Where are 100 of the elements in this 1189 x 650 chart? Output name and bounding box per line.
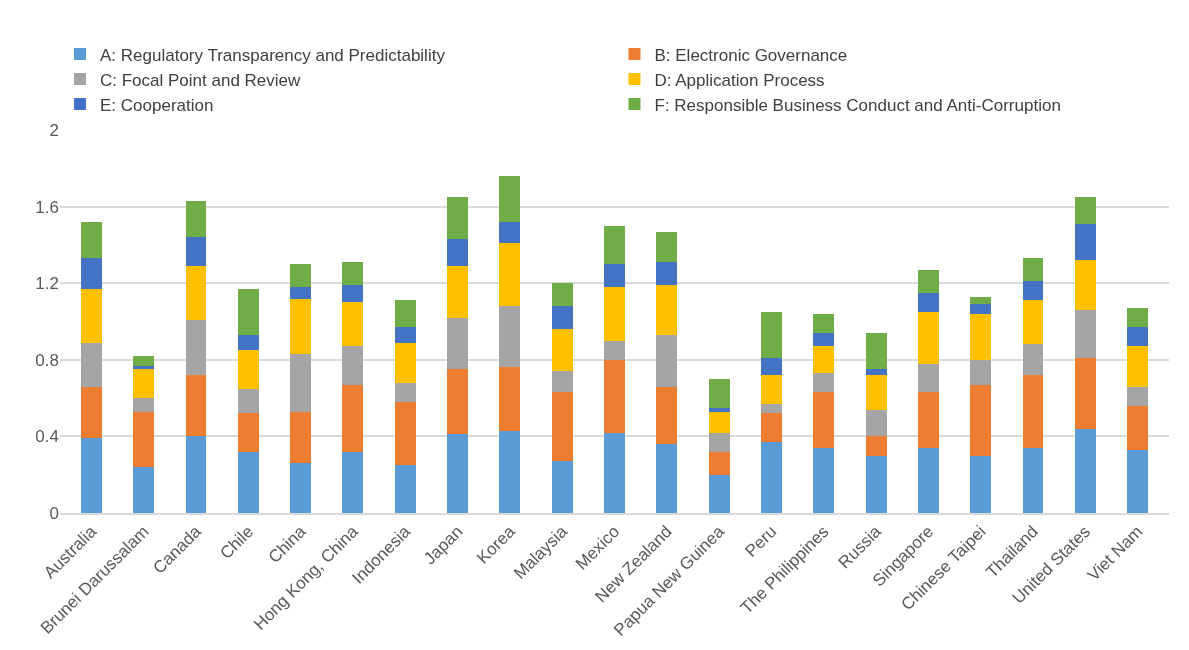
bar	[80, 221, 102, 259]
bar	[708, 407, 730, 412]
bar	[551, 283, 573, 307]
bar	[865, 369, 887, 376]
y-tick-label: 1.2	[35, 274, 59, 294]
bar	[1074, 197, 1096, 224]
bar	[917, 363, 939, 393]
bar	[342, 384, 364, 452]
bar	[342, 285, 364, 303]
bar	[185, 436, 207, 513]
bar	[499, 242, 521, 307]
bar	[760, 375, 782, 404]
y-tick-label: 1.6	[35, 197, 59, 217]
bar	[865, 375, 887, 410]
bar	[917, 311, 939, 364]
bar	[708, 378, 730, 408]
bar	[551, 306, 573, 330]
y-tick-label: 0.4	[35, 427, 59, 447]
bar	[708, 411, 730, 433]
legend-label: E: Cooperation	[100, 95, 214, 115]
bar	[499, 306, 521, 368]
bar	[1127, 346, 1149, 387]
bar	[760, 413, 782, 443]
bar	[185, 375, 207, 437]
bar	[342, 262, 364, 286]
bar	[133, 467, 155, 513]
bar	[1022, 281, 1044, 301]
bar	[499, 430, 521, 513]
bar	[1022, 344, 1044, 376]
bar	[447, 239, 469, 266]
bar	[447, 317, 469, 370]
bar	[1127, 386, 1149, 406]
bar	[394, 300, 416, 328]
bar	[760, 403, 782, 414]
legend-label: D: Application Process	[654, 70, 825, 90]
bar	[237, 334, 259, 351]
bar	[604, 225, 625, 265]
bar	[917, 269, 939, 293]
bar	[551, 329, 573, 372]
bar	[1074, 223, 1096, 261]
bar	[499, 221, 521, 243]
bar	[133, 411, 155, 468]
bar	[760, 442, 782, 513]
y-tick-label: 0.8	[35, 350, 59, 370]
bar	[917, 392, 939, 448]
bar	[760, 357, 782, 376]
bar	[80, 386, 102, 439]
bar	[970, 313, 992, 360]
bar	[865, 455, 887, 513]
bar	[970, 384, 992, 456]
bar	[656, 334, 678, 387]
bar	[290, 411, 312, 464]
bar	[604, 340, 625, 360]
bar	[237, 451, 259, 513]
bar	[447, 197, 469, 240]
bar	[551, 461, 573, 513]
bar	[133, 355, 155, 366]
bar	[185, 265, 207, 320]
bar	[708, 432, 730, 452]
bar	[499, 175, 521, 222]
bar	[342, 451, 364, 513]
legend-label: B: Electronic Governance	[654, 45, 848, 65]
legend-label: A: Regulatory Transparency and Predictability	[100, 45, 446, 65]
bar	[708, 451, 730, 475]
bar	[185, 237, 207, 266]
bar	[865, 332, 887, 370]
bar	[656, 386, 678, 445]
bar	[342, 346, 364, 385]
bar	[237, 388, 259, 414]
bar	[1022, 300, 1044, 345]
bar	[1074, 428, 1096, 513]
legend-label: C: Focal Point and Review	[100, 70, 302, 90]
bar	[80, 342, 102, 387]
bar	[917, 292, 939, 312]
bar	[342, 302, 364, 347]
legend-label: F: Responsible Business Conduct and Anti-Corruption	[654, 95, 1061, 115]
bar	[1127, 308, 1149, 328]
bar	[1022, 447, 1044, 513]
bar	[1074, 357, 1096, 429]
bar	[237, 413, 259, 452]
bar	[917, 447, 939, 513]
bar	[394, 465, 416, 513]
bar	[290, 463, 312, 513]
bar	[1074, 260, 1096, 311]
bar	[290, 264, 312, 288]
bar	[813, 313, 835, 333]
bar	[290, 287, 312, 299]
bar	[865, 436, 887, 456]
bar	[604, 264, 625, 288]
bar	[970, 296, 992, 305]
bar	[185, 200, 207, 238]
bar	[813, 392, 835, 448]
bar	[499, 367, 521, 431]
bar	[1022, 258, 1044, 282]
bar	[1127, 405, 1149, 450]
bar	[290, 354, 312, 412]
y-tick-label: 2	[49, 120, 59, 140]
bar	[813, 447, 835, 513]
bar	[656, 231, 678, 263]
bar	[133, 369, 155, 399]
